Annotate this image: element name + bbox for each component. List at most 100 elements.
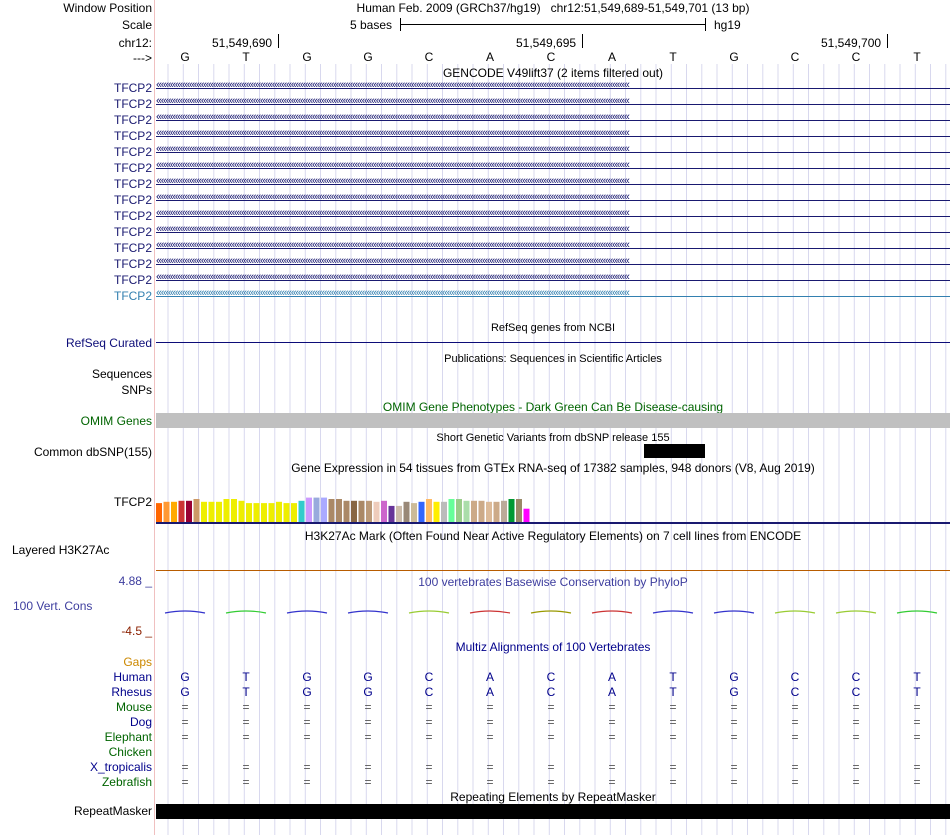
gtex-tissue-bar[interactable] (268, 503, 275, 522)
gtex-tissue-bar[interactable] (388, 505, 395, 522)
gencode-transcript-line[interactable]: ‹‹‹‹‹‹‹‹‹‹‹‹‹‹‹‹‹‹‹‹‹‹‹‹‹‹‹‹‹‹‹‹‹‹‹‹‹‹‹‹… (156, 130, 950, 142)
multiz-species-label[interactable]: Human (113, 670, 152, 684)
publications-track-title[interactable]: Publications: Sequences in Scientific Ar… (444, 353, 662, 365)
gtex-tissue-bar[interactable] (426, 499, 432, 522)
gencode-gene-label[interactable]: TFCP2 (113, 129, 152, 143)
gencode-gene-label[interactable]: TFCP2 (113, 161, 152, 175)
gtex-tissue-bar[interactable] (403, 501, 410, 522)
multiz-species-label[interactable]: Zebrafish (101, 775, 152, 789)
dbsnp-track-label[interactable]: Common dbSNP(155) (33, 445, 152, 459)
gtex-track-label[interactable]: TFCP2 (113, 495, 152, 509)
gtex-tissue-bar[interactable] (163, 501, 170, 522)
publications-snps-label[interactable]: SNPs (121, 383, 152, 397)
gencode-gene-label[interactable]: TFCP2 (113, 241, 152, 255)
gencode-gene-label[interactable]: TFCP2 (113, 257, 152, 271)
gtex-tissue-bar[interactable] (216, 501, 222, 522)
dbsnp-variant-block[interactable] (644, 444, 705, 458)
gtex-tissue-bar[interactable] (411, 503, 417, 522)
gtex-tissue-bar[interactable] (471, 500, 477, 522)
gencode-gene-label[interactable]: TFCP2 (113, 273, 152, 287)
gtex-tissue-bar[interactable] (208, 501, 215, 522)
multiz-species-label[interactable]: Chicken (108, 745, 152, 759)
multiz-species-label[interactable]: Rhesus (111, 685, 152, 699)
gtex-tissue-bar[interactable] (231, 499, 237, 522)
multiz-track-title[interactable]: Multiz Alignments of 100 Vertebrates (455, 640, 651, 654)
gencode-transcript-line[interactable]: ‹‹‹‹‹‹‹‹‹‹‹‹‹‹‹‹‹‹‹‹‹‹‹‹‹‹‹‹‹‹‹‹‹‹‹‹‹‹‹‹… (156, 210, 950, 222)
gtex-tissue-bar[interactable] (418, 501, 425, 522)
gencode-transcript-line[interactable]: ‹‹‹‹‹‹‹‹‹‹‹‹‹‹‹‹‹‹‹‹‹‹‹‹‹‹‹‹‹‹‹‹‹‹‹‹‹‹‹‹… (156, 82, 950, 94)
gencode-transcript-line[interactable]: ‹‹‹‹‹‹‹‹‹‹‹‹‹‹‹‹‹‹‹‹‹‹‹‹‹‹‹‹‹‹‹‹‹‹‹‹‹‹‹‹… (156, 146, 950, 158)
gtex-tissue-bar[interactable] (313, 497, 320, 522)
repeatmasker-element-bar[interactable] (156, 804, 950, 819)
gtex-tissue-bar[interactable] (433, 501, 440, 522)
gencode-transcript-line[interactable]: ‹‹‹‹‹‹‹‹‹‹‹‹‹‹‹‹‹‹‹‹‹‹‹‹‹‹‹‹‹‹‹‹‹‹‹‹‹‹‹‹… (156, 226, 950, 238)
gtex-tissue-bar[interactable] (261, 503, 267, 522)
refseq-track-title[interactable]: RefSeq genes from NCBI (490, 322, 616, 334)
gtex-tissue-bar[interactable] (456, 499, 462, 522)
gencode-track-title[interactable]: GENCODE V49lift37 (2 items filtered out) (442, 66, 664, 80)
phylop-conservation-signal[interactable] (156, 604, 950, 622)
gtex-tissue-bar[interactable] (306, 497, 312, 522)
gtex-tissue-bar[interactable] (246, 503, 252, 522)
dbsnp-track-title[interactable]: Short Genetic Variants from dbSNP releas… (436, 432, 670, 444)
gtex-tissue-bar[interactable] (351, 500, 357, 522)
gtex-tissue-bar[interactable] (516, 499, 522, 522)
gtex-tissue-bar[interactable] (508, 499, 515, 522)
gencode-transcript-line[interactable]: ‹‹‹‹‹‹‹‹‹‹‹‹‹‹‹‹‹‹‹‹‹‹‹‹‹‹‹‹‹‹‹‹‹‹‹‹‹‹‹‹… (156, 114, 950, 126)
gtex-tissue-bar[interactable] (223, 499, 230, 522)
gtex-tissue-bar[interactable] (276, 501, 282, 522)
gtex-bar-chart[interactable] (156, 476, 556, 522)
gtex-track-title[interactable]: Gene Expression in 54 tissues from GTEx … (291, 461, 815, 475)
multiz-species-label[interactable]: Dog (129, 715, 152, 729)
refseq-gene-line[interactable] (156, 342, 950, 343)
gtex-tissue-bar[interactable] (171, 501, 177, 522)
omim-track-label[interactable]: OMIM Genes (80, 414, 152, 428)
gtex-tissue-bar[interactable] (523, 508, 530, 522)
gencode-gene-label[interactable]: TFCP2 (113, 209, 152, 223)
gtex-tissue-bar[interactable] (493, 501, 500, 522)
multiz-species-label[interactable]: Mouse (115, 700, 152, 714)
phylop-track-title[interactable]: 100 vertebrates Basewise Conservation by… (418, 575, 688, 589)
gencode-transcript-line[interactable]: ‹‹‹‹‹‹‹‹‹‹‹‹‹‹‹‹‹‹‹‹‹‹‹‹‹‹‹‹‹‹‹‹‹‹‹‹‹‹‹‹… (156, 290, 950, 302)
gtex-tissue-bar[interactable] (441, 501, 447, 522)
gencode-gene-label[interactable]: TFCP2 (113, 145, 152, 159)
gencode-transcript-line[interactable]: ‹‹‹‹‹‹‹‹‹‹‹‹‹‹‹‹‹‹‹‹‹‹‹‹‹‹‹‹‹‹‹‹‹‹‹‹‹‹‹‹… (156, 242, 950, 254)
gencode-transcript-line[interactable]: ‹‹‹‹‹‹‹‹‹‹‹‹‹‹‹‹‹‹‹‹‹‹‹‹‹‹‹‹‹‹‹‹‹‹‹‹‹‹‹‹… (156, 194, 950, 206)
refseq-track-label[interactable]: RefSeq Curated (65, 336, 152, 350)
gencode-gene-label[interactable]: TFCP2 (113, 177, 152, 191)
gtex-tissue-bar[interactable] (396, 505, 402, 522)
gtex-tissue-bar[interactable] (156, 503, 162, 522)
gtex-tissue-bar[interactable] (238, 500, 245, 522)
gtex-tissue-bar[interactable] (328, 499, 335, 522)
omim-track-title[interactable]: OMIM Gene Phenotypes - Dark Green Can Be… (382, 400, 724, 414)
gtex-tissue-bar[interactable] (283, 503, 290, 522)
gtex-tissue-bar[interactable] (373, 501, 380, 522)
h3k27ac-track-label[interactable]: Layered H3K27Ac (12, 543, 110, 557)
gencode-gene-label[interactable]: TFCP2 (113, 81, 152, 95)
gencode-gene-label[interactable]: TFCP2 (113, 225, 152, 239)
gtex-tissue-bar[interactable] (358, 500, 365, 522)
gencode-gene-label[interactable]: TFCP2 (113, 193, 152, 207)
multiz-species-label[interactable]: Elephant (104, 730, 152, 744)
repeatmasker-track-title[interactable]: Repeating Elements by RepeatMasker (450, 790, 656, 804)
phylop-track-label[interactable]: 100 Vert. Cons (13, 599, 93, 613)
gtex-tissue-bar[interactable] (486, 501, 492, 522)
gtex-tissue-bar[interactable] (201, 501, 207, 522)
gtex-tissue-bar[interactable] (253, 503, 260, 522)
gtex-tissue-bar[interactable] (336, 499, 342, 522)
gtex-tissue-bar[interactable] (178, 500, 185, 522)
gtex-tissue-bar[interactable] (448, 499, 455, 522)
gencode-transcript-line[interactable]: ‹‹‹‹‹‹‹‹‹‹‹‹‹‹‹‹‹‹‹‹‹‹‹‹‹‹‹‹‹‹‹‹‹‹‹‹‹‹‹‹… (156, 178, 950, 190)
gtex-tissue-bar[interactable] (501, 500, 507, 522)
gtex-tissue-bar[interactable] (186, 500, 192, 522)
gtex-tissue-bar[interactable] (478, 500, 485, 522)
gencode-gene-label[interactable]: TFCP2 (113, 97, 152, 111)
gtex-tissue-bar[interactable] (291, 503, 297, 522)
multiz-gaps-label[interactable]: Gaps (123, 655, 152, 669)
gencode-transcript-line[interactable]: ‹‹‹‹‹‹‹‹‹‹‹‹‹‹‹‹‹‹‹‹‹‹‹‹‹‹‹‹‹‹‹‹‹‹‹‹‹‹‹‹… (156, 258, 950, 270)
gencode-gene-label[interactable]: TFCP2 (113, 289, 152, 303)
gtex-tissue-bar[interactable] (463, 500, 470, 522)
multiz-species-label[interactable]: X_tropicalis (89, 760, 152, 774)
publications-sequences-label[interactable]: Sequences (91, 367, 152, 381)
